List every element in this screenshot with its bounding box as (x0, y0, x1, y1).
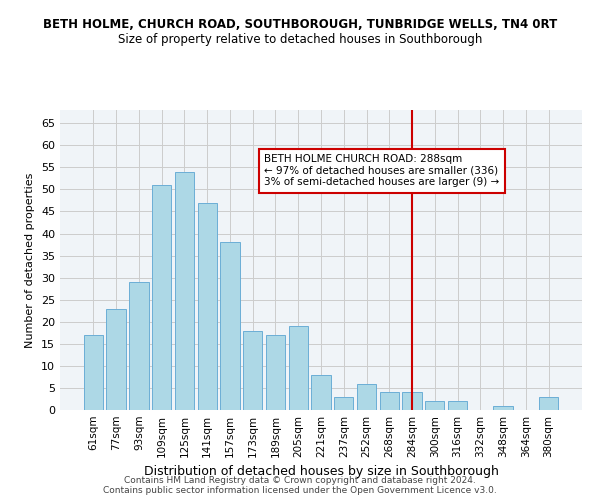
Bar (403, 392, 422, 410)
Text: BETH HOLME CHURCH ROAD: 288sqm
← 97% of detached houses are smaller (336)
3% of : BETH HOLME CHURCH ROAD: 288sqm ← 97% of … (264, 154, 499, 188)
Bar (493, 406, 513, 410)
Y-axis label: Number of detached properties: Number of detached properties (25, 172, 35, 348)
Bar (380, 392, 399, 410)
Text: BETH HOLME, CHURCH ROAD, SOUTHBOROUGH, TUNBRIDGE WELLS, TN4 0RT: BETH HOLME, CHURCH ROAD, SOUTHBOROUGH, T… (43, 18, 557, 30)
Bar (84, 335, 103, 410)
Bar (334, 397, 353, 410)
Text: Contains public sector information licensed under the Open Government Licence v3: Contains public sector information licen… (103, 486, 497, 495)
Text: Size of property relative to detached houses in Southborough: Size of property relative to detached ho… (118, 32, 482, 46)
Bar (220, 242, 239, 410)
Bar (448, 401, 467, 410)
X-axis label: Distribution of detached houses by size in Southborough: Distribution of detached houses by size … (143, 466, 499, 478)
Bar (152, 185, 172, 410)
Bar (311, 374, 331, 410)
Bar (425, 401, 445, 410)
Bar (197, 202, 217, 410)
Bar (357, 384, 376, 410)
Bar (243, 330, 262, 410)
Text: Contains HM Land Registry data © Crown copyright and database right 2024.: Contains HM Land Registry data © Crown c… (124, 476, 476, 485)
Bar (175, 172, 194, 410)
Bar (266, 335, 285, 410)
Bar (289, 326, 308, 410)
Bar (129, 282, 149, 410)
Bar (106, 308, 126, 410)
Bar (539, 397, 558, 410)
